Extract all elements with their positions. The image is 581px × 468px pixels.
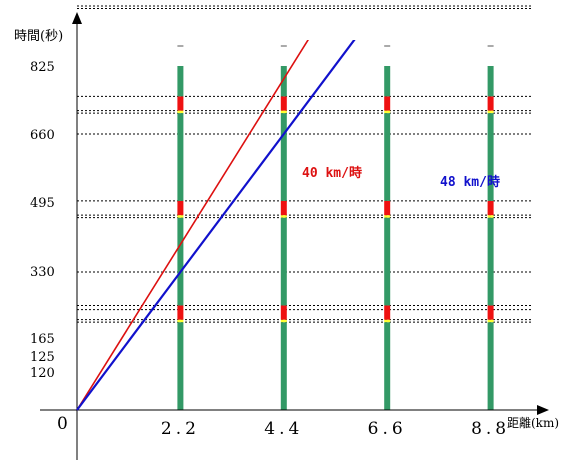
axes xyxy=(40,12,549,460)
x-axis-label: 距離(km) xyxy=(507,416,559,430)
series-lines xyxy=(76,40,356,411)
y-tick-label: 120 xyxy=(30,366,55,381)
pole-red-segment xyxy=(384,96,391,111)
pole-green-segment xyxy=(384,66,391,97)
pole-red-segment xyxy=(384,200,391,216)
pole-red-segment xyxy=(487,96,494,111)
series-label-40: 40 km/時 xyxy=(302,165,362,181)
pole-yellow-segment xyxy=(177,110,184,114)
y-tick-label: 660 xyxy=(30,128,55,143)
pole-green-segment xyxy=(384,113,391,201)
y-tick-label: 125 xyxy=(30,350,55,365)
pole-green-segment xyxy=(177,66,184,97)
pole-yellow-segment xyxy=(487,215,494,218)
pole-green-segment xyxy=(177,322,184,410)
pole-green-segment xyxy=(280,66,287,97)
pole-green-segment xyxy=(384,217,391,306)
pole-yellow-segment xyxy=(280,319,287,323)
y-tick-label: 825 xyxy=(30,60,55,75)
pole-yellow-segment xyxy=(280,215,287,218)
pole-red-segment xyxy=(280,200,287,216)
pole-yellow-segment xyxy=(177,215,184,218)
y-tick-label: 165 xyxy=(30,332,55,347)
pole-red-segment xyxy=(384,305,391,320)
y-axis-label: 時間(秒) xyxy=(14,29,63,44)
pole-green-segment xyxy=(177,217,184,306)
pole-red-segment xyxy=(487,200,494,216)
pole-yellow-segment xyxy=(384,110,391,114)
pole-green-segment xyxy=(384,322,391,410)
pole-red-segment xyxy=(487,305,494,320)
pole-yellow-segment xyxy=(487,319,494,323)
pole-top-mark xyxy=(487,45,494,47)
pole-red-segment xyxy=(280,305,287,320)
signal-poles xyxy=(177,45,494,410)
pole-red-segment xyxy=(177,96,184,111)
x-tick-label: 8.8 xyxy=(471,419,510,439)
pole-yellow-segment xyxy=(487,110,494,114)
x-tick-label: 6.6 xyxy=(368,419,407,439)
pole-green-segment xyxy=(487,66,494,97)
pole-top-mark xyxy=(177,45,184,47)
x-tick-label: 2.2 xyxy=(161,419,200,439)
pole-green-segment xyxy=(280,322,287,410)
series-label-48: 48 km/時 xyxy=(440,174,500,190)
pole-yellow-segment xyxy=(384,319,391,323)
pole-green-segment xyxy=(487,322,494,410)
pole-red-segment xyxy=(177,200,184,216)
pole-top-mark xyxy=(384,45,391,47)
pole-yellow-segment xyxy=(280,110,287,114)
gridlines xyxy=(77,5,531,323)
y-axis-arrow xyxy=(72,12,82,24)
pole-red-segment xyxy=(177,305,184,320)
pole-green-segment xyxy=(487,113,494,201)
y-tick-label: 495 xyxy=(30,196,55,211)
pole-green-segment xyxy=(487,217,494,306)
y-tick-label: 330 xyxy=(30,265,55,280)
x-tick-label: 4.4 xyxy=(264,419,303,439)
pole-yellow-segment xyxy=(177,319,184,323)
pole-red-segment xyxy=(280,96,287,111)
x-axis-arrow xyxy=(537,405,549,415)
series-line-1 xyxy=(76,40,356,411)
pole-green-segment xyxy=(280,113,287,201)
pole-green-segment xyxy=(177,113,184,201)
pole-green-segment xyxy=(280,217,287,306)
pole-top-mark xyxy=(280,45,287,47)
origin-label: 0 xyxy=(57,414,68,434)
pole-yellow-segment xyxy=(384,215,391,218)
